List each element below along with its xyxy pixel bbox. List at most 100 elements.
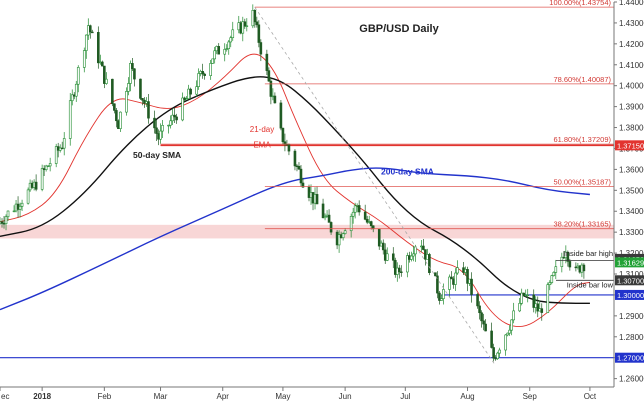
candle xyxy=(480,310,483,328)
candle-body xyxy=(131,63,134,70)
candle-body xyxy=(379,242,383,247)
candle-body xyxy=(159,130,162,140)
candle-body xyxy=(327,214,331,223)
candle-body xyxy=(462,267,465,273)
candle xyxy=(12,205,16,213)
candle xyxy=(127,77,130,96)
candle xyxy=(536,296,540,318)
candle xyxy=(113,103,116,114)
candle-body xyxy=(245,25,249,27)
candle-body xyxy=(343,230,347,234)
candle-body xyxy=(225,48,229,50)
candle-body xyxy=(311,192,315,204)
candle xyxy=(255,16,259,28)
y-tick-label: 1.36000 xyxy=(619,165,644,174)
candle xyxy=(398,264,401,279)
candle xyxy=(468,278,471,287)
candle xyxy=(329,221,333,235)
candle-body xyxy=(325,214,329,217)
candle xyxy=(532,289,536,313)
candle-body xyxy=(44,165,48,170)
candle xyxy=(48,157,52,172)
candle-body xyxy=(60,147,64,150)
level-tag-label: 1.30000 xyxy=(617,291,644,300)
candle-body xyxy=(321,203,325,219)
candle xyxy=(217,43,221,55)
y-tick-label: 1.26000 xyxy=(619,375,644,384)
candle-body xyxy=(349,215,353,232)
candle xyxy=(167,124,170,134)
chart-title: GBP/USD Daily xyxy=(359,23,439,35)
inside-bar-low-annotation: Inside bar low xyxy=(567,281,614,290)
candle-body xyxy=(532,294,536,308)
candle xyxy=(56,142,60,158)
candle-body xyxy=(466,269,469,284)
candle xyxy=(62,132,66,156)
price-tag-label: 1.30700 xyxy=(617,276,644,285)
candle-body xyxy=(351,211,355,217)
candle-body xyxy=(199,70,202,74)
candle-body xyxy=(456,267,459,274)
candle xyxy=(279,100,283,131)
candle-body xyxy=(32,181,36,188)
candle xyxy=(155,119,158,141)
candle-body xyxy=(377,228,381,247)
candle xyxy=(321,198,325,219)
candle xyxy=(143,97,146,108)
candle xyxy=(32,179,36,191)
candle-body xyxy=(580,264,584,273)
candle xyxy=(357,200,361,216)
y-tick-label: 1.38000 xyxy=(619,124,644,133)
candle-body xyxy=(408,255,411,260)
candle-body xyxy=(355,205,359,207)
candle-body xyxy=(574,266,578,269)
candle-body xyxy=(295,165,299,168)
candle-body xyxy=(147,101,150,119)
candle-body xyxy=(279,102,283,129)
candle xyxy=(46,165,50,168)
candle xyxy=(406,252,409,278)
candle-body xyxy=(91,31,94,34)
candle-body xyxy=(406,255,409,273)
candle xyxy=(494,355,497,361)
candle-body xyxy=(203,73,206,76)
candle-body xyxy=(20,202,24,207)
candle-body xyxy=(339,234,343,239)
candle xyxy=(367,215,371,224)
candle-body xyxy=(76,67,80,85)
candle-body xyxy=(72,94,76,97)
candle-body xyxy=(211,58,214,64)
candle-body xyxy=(88,25,92,33)
candle xyxy=(251,4,255,29)
x-tick-label: ec xyxy=(1,392,9,401)
candle-body xyxy=(171,114,174,122)
candle xyxy=(379,240,383,247)
candle xyxy=(299,165,303,187)
candle-body xyxy=(12,210,16,213)
candle-body xyxy=(68,100,72,139)
candle-body xyxy=(438,292,441,301)
candle xyxy=(74,80,78,102)
candle xyxy=(496,351,499,360)
candle xyxy=(139,78,142,100)
candle-body xyxy=(315,194,319,205)
candle-body xyxy=(273,95,277,104)
candle xyxy=(4,214,8,231)
candle-body xyxy=(103,65,106,84)
candle-body xyxy=(468,278,471,284)
level-tag-bg xyxy=(615,289,644,300)
candle-body xyxy=(391,253,395,261)
candle xyxy=(84,34,88,59)
candle xyxy=(141,98,144,106)
candle xyxy=(265,49,269,76)
candle-body xyxy=(480,312,483,322)
candle xyxy=(68,92,72,146)
candle-body xyxy=(257,24,261,43)
candle-body xyxy=(299,168,303,184)
candle xyxy=(393,257,397,278)
candle xyxy=(99,54,102,65)
candle xyxy=(283,133,287,152)
candle xyxy=(103,65,106,89)
candle xyxy=(578,264,582,274)
